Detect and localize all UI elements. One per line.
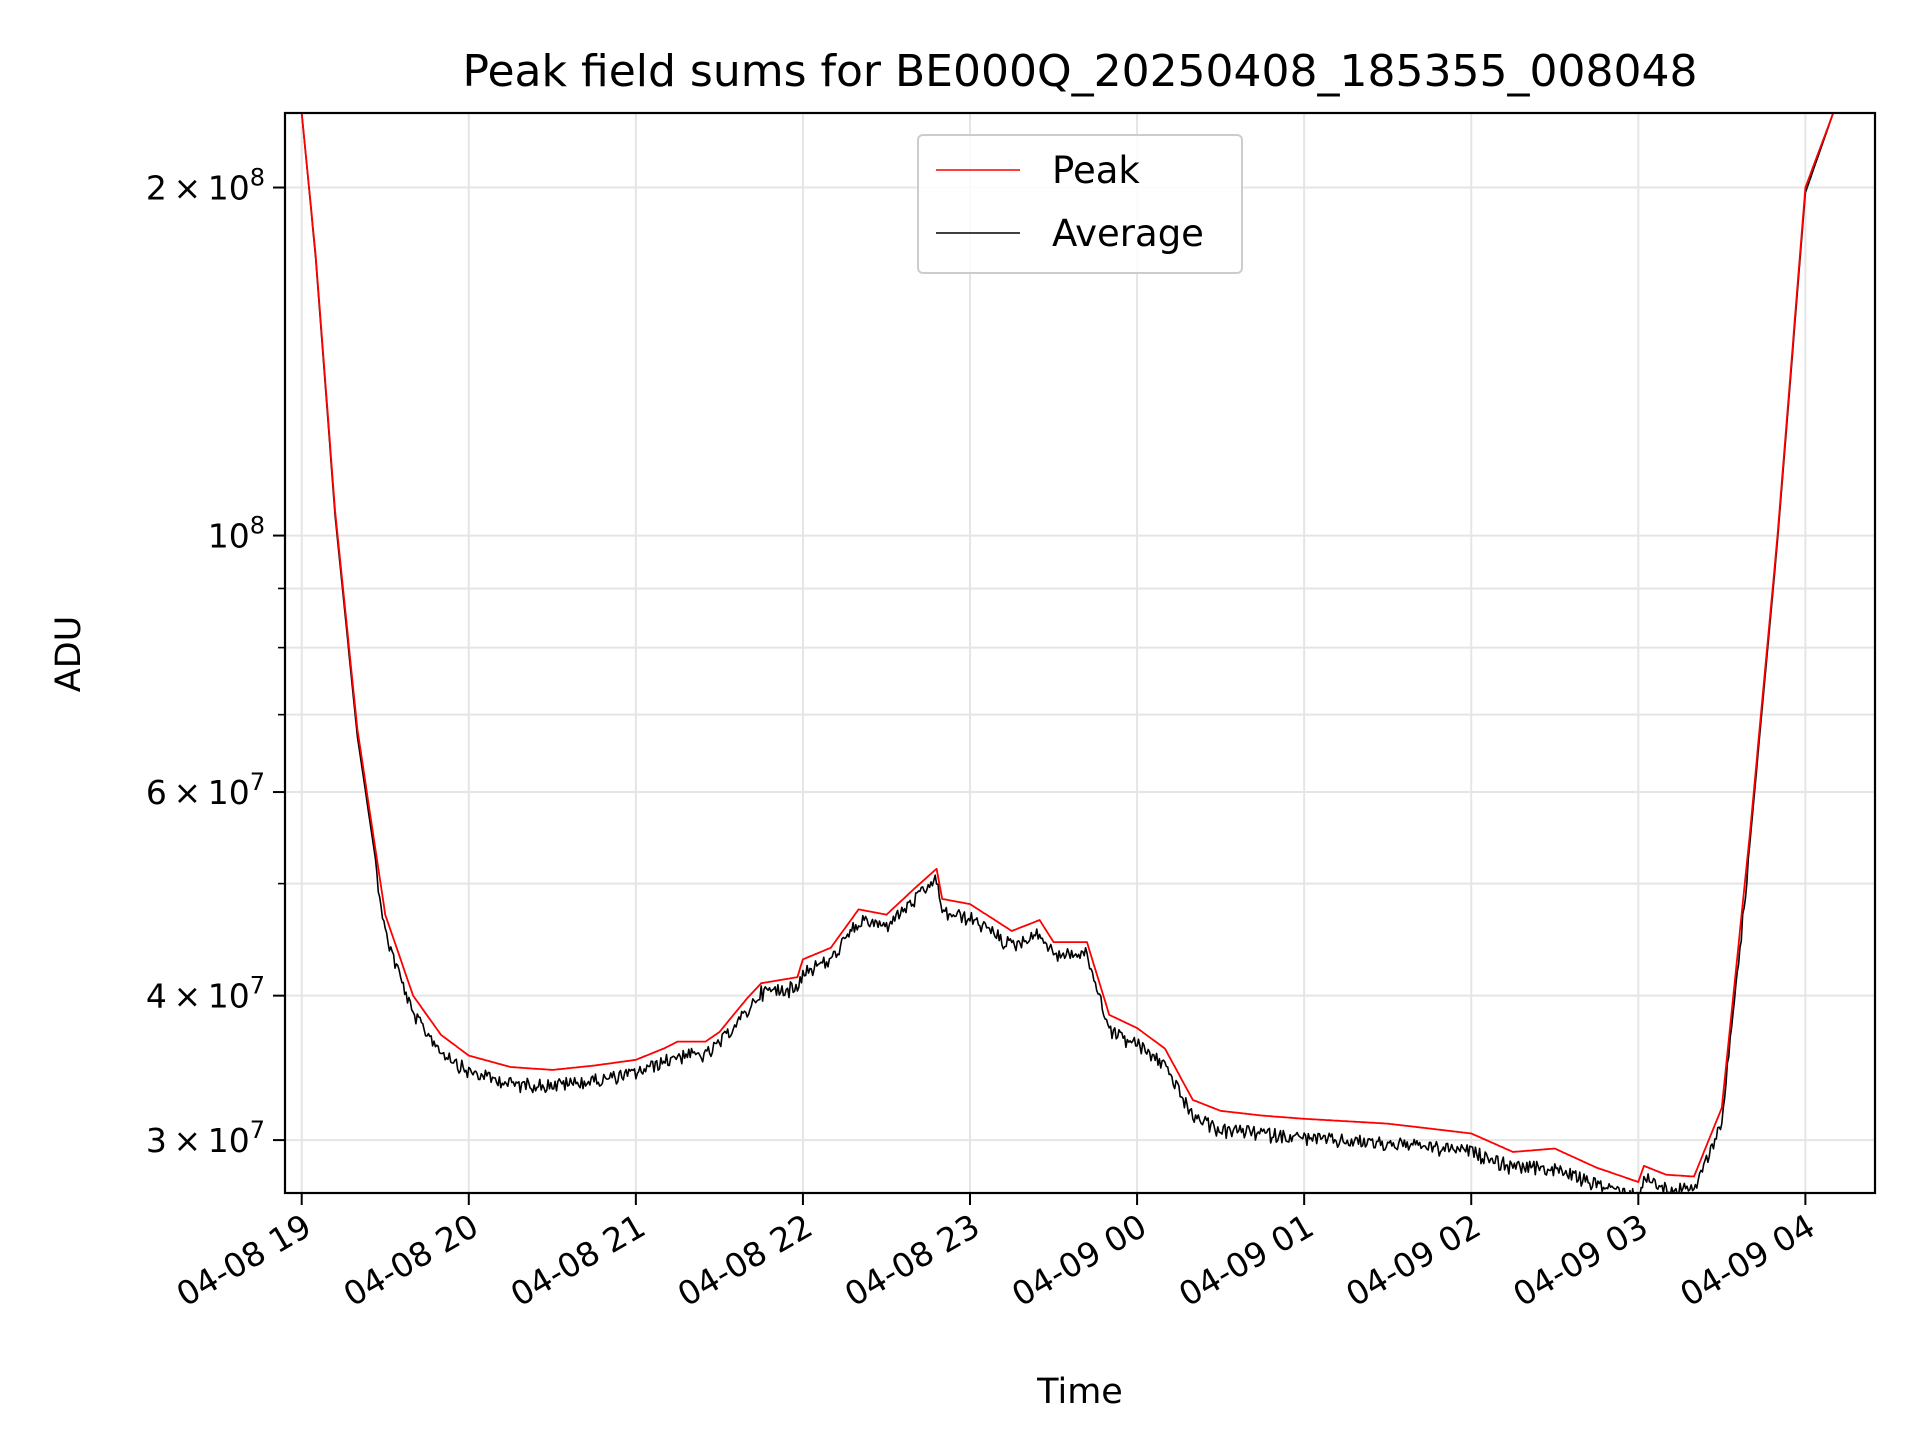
y-tick-label: 108	[208, 512, 265, 556]
legend-label-peak: Peak	[1052, 149, 1140, 192]
y-tick-label: 6 × 107	[146, 768, 265, 812]
series-line-average	[285, 113, 1875, 1193]
y-axis-label: ADU	[49, 616, 89, 693]
legend: Peak Average	[917, 134, 1243, 274]
y-tick-label: 2 × 108	[146, 164, 265, 208]
legend-label-average: Average	[1052, 212, 1204, 255]
y-tick-label: 3 × 107	[146, 1116, 265, 1160]
chart-title: Peak field sums for BE000Q_20250408_1853…	[463, 46, 1698, 97]
plot-frame	[283, 111, 1877, 1195]
y-tick-label: 4 × 107	[146, 972, 265, 1016]
series-line-peak	[285, 113, 1875, 1183]
x-axis-label: Time	[1036, 1372, 1123, 1412]
series-layer	[285, 113, 1875, 1193]
